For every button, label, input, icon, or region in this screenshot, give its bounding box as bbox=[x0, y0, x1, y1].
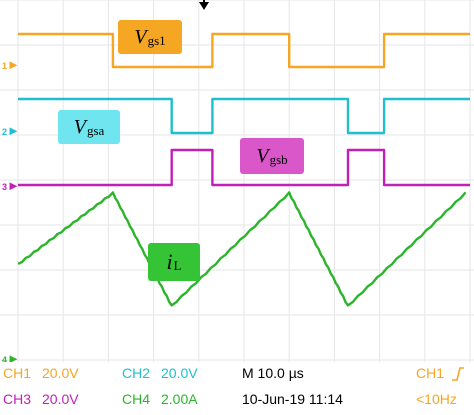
ch1-trace bbox=[18, 32, 470, 69]
ch3-scale: 20.0V bbox=[42, 391, 79, 407]
ch4-name: CH4 bbox=[122, 391, 151, 407]
scope-screen bbox=[0, 0, 474, 362]
timebase: M 10.0 µs bbox=[242, 365, 304, 381]
grid bbox=[0, 0, 474, 362]
trigger-source: CH1 bbox=[416, 365, 445, 381]
trigger-frequency: <10Hz bbox=[416, 391, 457, 407]
ch1-scale: 20.0V bbox=[42, 365, 79, 381]
ch1-name: CH1 bbox=[3, 365, 32, 381]
traces bbox=[17, 32, 470, 307]
ch2-scale: 20.0V bbox=[161, 365, 198, 381]
ch3-trace bbox=[18, 148, 470, 187]
trigger-position-icon bbox=[199, 2, 209, 10]
ch2-ground-marker[interactable]: 2► bbox=[2, 123, 20, 138]
ch4-scale: 2.00A bbox=[161, 391, 198, 407]
ch2-name: CH2 bbox=[122, 365, 151, 381]
ch3-ground-marker[interactable]: 3► bbox=[2, 178, 20, 193]
ch1-ground-marker[interactable]: 1► bbox=[2, 57, 20, 72]
date-time: 10-Jun-19 11:14 bbox=[242, 391, 343, 407]
ch3-name: CH3 bbox=[3, 391, 32, 407]
ch2-trace bbox=[18, 97, 470, 135]
ch4-trace bbox=[17, 191, 467, 307]
status-bar: CH1 20.0V CH2 20.0V M 10.0 µs CH1 CH3 20… bbox=[0, 362, 474, 415]
rising-edge-icon bbox=[452, 367, 464, 381]
